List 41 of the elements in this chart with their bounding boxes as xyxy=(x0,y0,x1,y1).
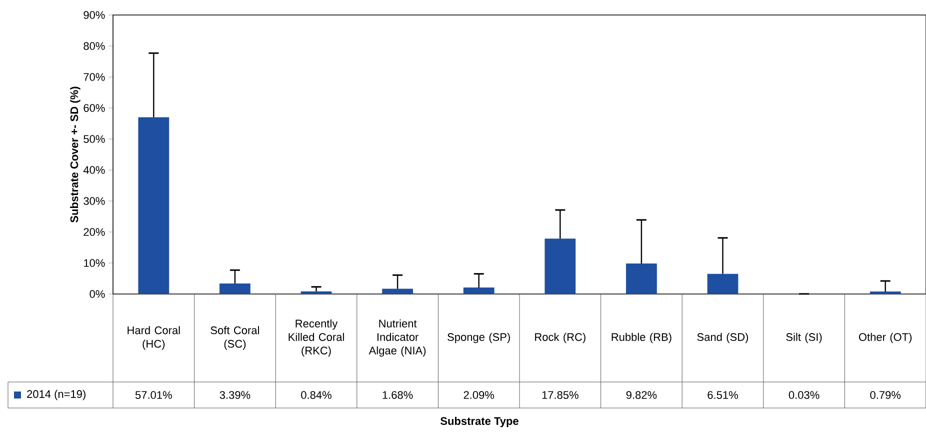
text: Substrate Type xyxy=(440,416,518,428)
data-label: 0.79% xyxy=(870,391,901,399)
data-label: 17.85% xyxy=(542,391,578,399)
x-tick-label: Hard Coral (HC) xyxy=(128,326,180,350)
bar xyxy=(220,283,250,294)
y-tick-label: 30% xyxy=(84,197,105,205)
data-label: 6.51% xyxy=(708,391,738,399)
data-label: 3.39% xyxy=(220,391,250,399)
data-label: 1.68% xyxy=(382,391,413,399)
y-tick-label: 60% xyxy=(84,104,105,112)
bar xyxy=(382,288,414,294)
data-label: 0.84% xyxy=(301,391,332,399)
data-label: 9.82% xyxy=(626,391,657,399)
y-tick-label: 20% xyxy=(84,228,105,236)
y-tick-label: 40% xyxy=(83,166,105,174)
y-tick-label: 0% xyxy=(90,290,105,298)
data-label: 0.03% xyxy=(788,391,820,399)
x-tick-label: Recently Killed Coral (RKC) xyxy=(288,319,344,357)
y-tick-label: 70% xyxy=(84,73,105,81)
x-tick-label: Sponge (SP) xyxy=(448,332,510,344)
y-axis-title: Substrate Cover +- SD (%) xyxy=(70,86,80,222)
bar xyxy=(707,274,738,294)
bar xyxy=(463,288,494,294)
bar xyxy=(626,264,657,294)
x-tick-label: Rubble (RB) xyxy=(612,332,672,344)
x-tick-label: Sand (SD) xyxy=(697,332,748,344)
y-tick-label: 10% xyxy=(84,259,105,267)
data-label: 2.09% xyxy=(464,391,494,399)
legend-label: 2014 (n=19) xyxy=(27,390,86,400)
x-tick-label: Silt (SI) xyxy=(786,332,822,344)
y-tick-label: 90% xyxy=(84,11,105,19)
x-tick-label: Nutrient Indicator Algae (NIA) xyxy=(368,319,426,357)
y-tick-label: 80% xyxy=(84,42,105,50)
bar xyxy=(300,291,332,294)
y-tick-label: 50% xyxy=(84,135,105,143)
bar xyxy=(138,117,170,294)
x-tick-label: Other (OT) xyxy=(858,332,912,344)
data-label: 57.01% xyxy=(135,391,172,399)
x-tick-label: Soft Coral (SC) xyxy=(210,326,259,350)
bar xyxy=(544,238,576,294)
x-tick-label: Rock (RC) xyxy=(535,332,586,344)
